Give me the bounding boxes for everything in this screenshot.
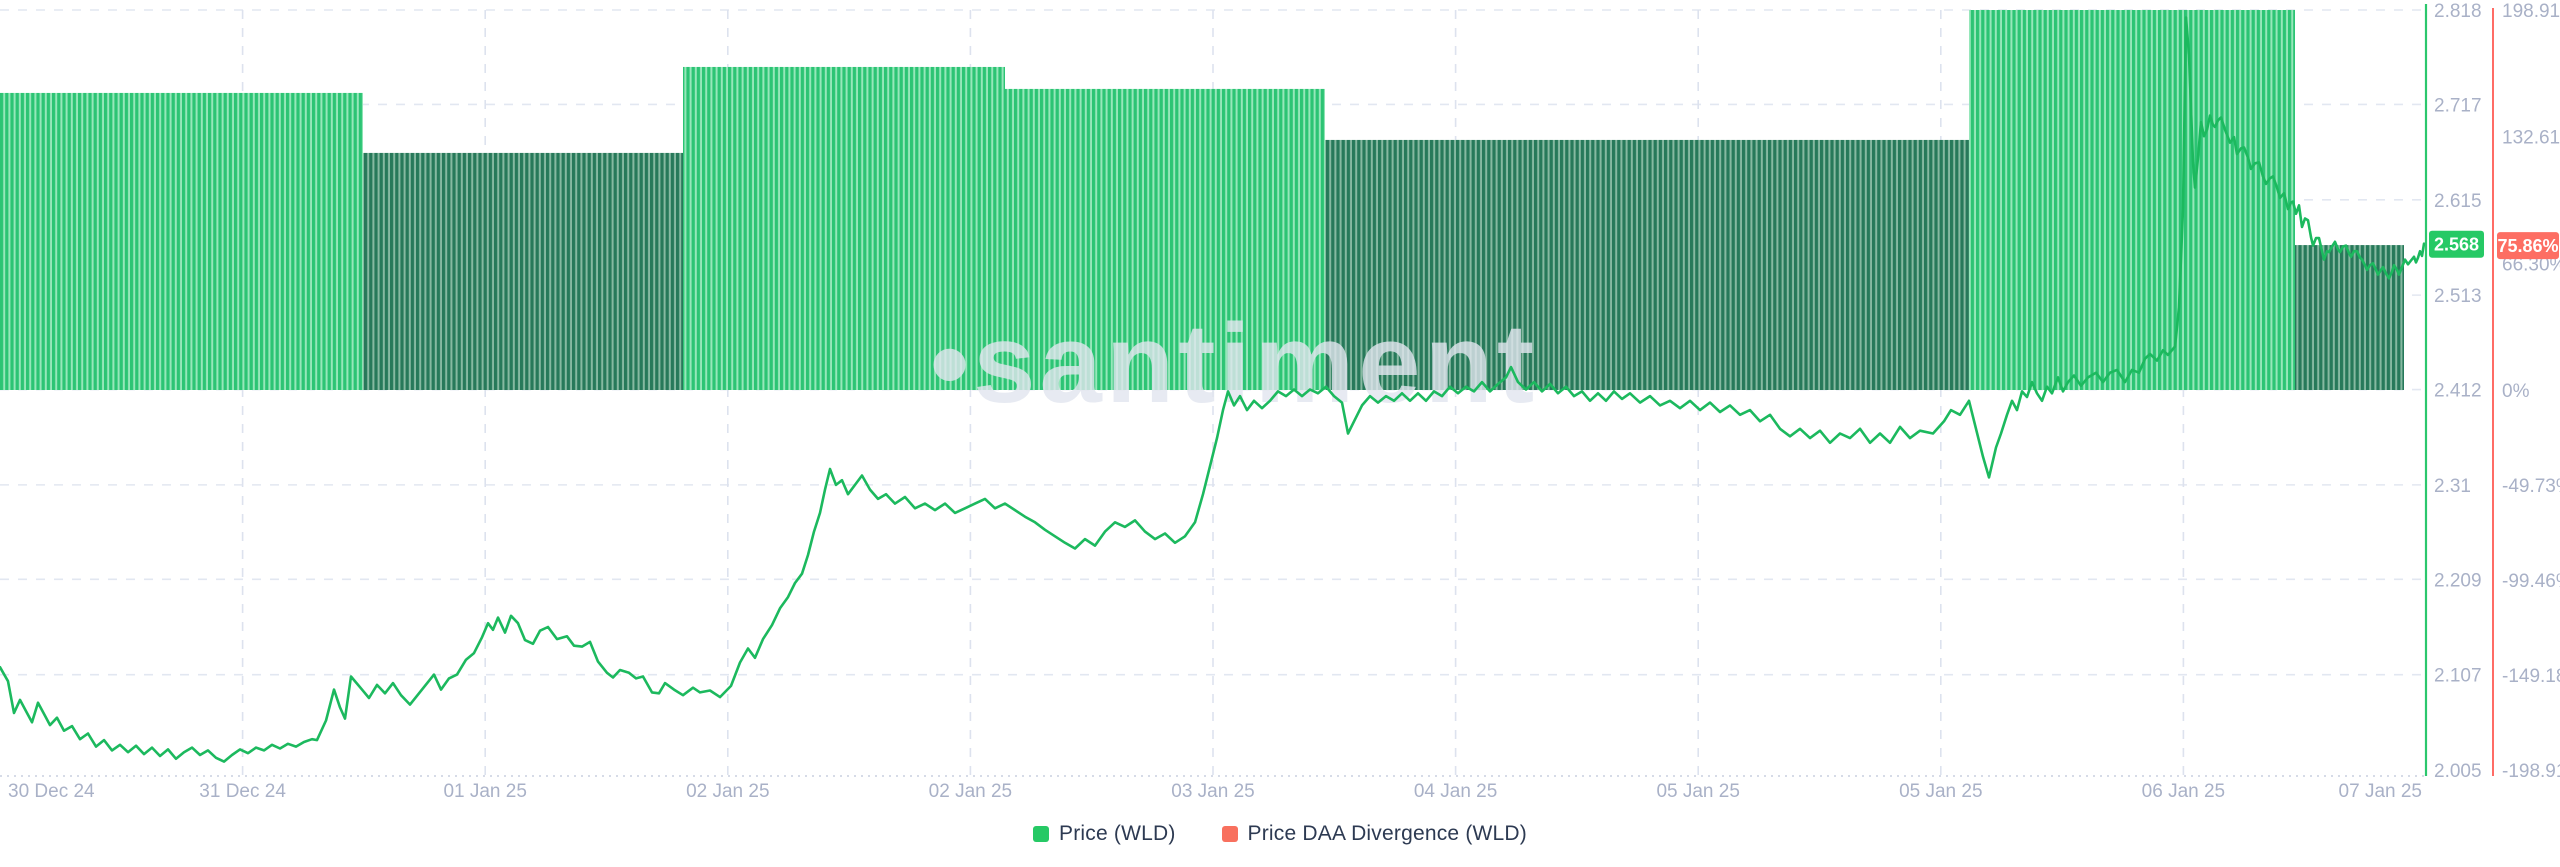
axis-tick-label: -49.73% [2502, 476, 2560, 497]
divergence-bar [0, 92, 363, 391]
axis-tick-label: 2.412 [2434, 381, 2482, 402]
axis-tick-label: 2.568 [2434, 235, 2479, 255]
legend-item-price[interactable]: Price (WLD) [1033, 822, 1176, 846]
price-axis-labels: 2.818 2.717 2.615 2.513 2.412 2.31 2.209 2.107 2… [2434, 1, 2482, 782]
axis-tick-label: 03 Jan 25 [1171, 781, 1254, 802]
axis-tick-label: 75.86% [2497, 236, 2558, 256]
axis-tick-label: 01 Jan 25 [443, 781, 526, 802]
divergence-bars [0, 10, 2404, 391]
axis-tick-label: 31 Dec 24 [199, 781, 286, 802]
axis-tick-label: 30 Dec 24 [8, 781, 95, 802]
pct-current-badge: 75.86% [2497, 232, 2559, 260]
axis-tick-label: 2.209 [2434, 570, 2482, 591]
axis-tick-label: 198.91% [2502, 1, 2560, 22]
axis-tick-label: 2.615 [2434, 191, 2482, 212]
axis-tick-label: 2.107 [2434, 666, 2482, 687]
divergence-series-swatch [1221, 826, 1238, 842]
price-line [0, 16, 2426, 763]
axis-tick-label: 06 Jan 25 [2142, 781, 2225, 802]
axis-tick-label: 07 Jan 25 [2339, 781, 2422, 802]
divergence-bar [1969, 10, 2295, 390]
price-current-badge: 2.568 [2429, 230, 2484, 258]
axis-tick-label: 2.31 [2434, 476, 2471, 497]
axis-tick-label: 2.005 [2434, 761, 2482, 782]
divergence-bar [2295, 245, 2404, 390]
x-axis-labels: 30 Dec 24 31 Dec 24 01 Jan 25 02 Jan 25 02 J… [8, 781, 2422, 802]
axis-tick-label: 2.717 [2434, 95, 2482, 116]
axis-tick-label: 04 Jan 25 [1414, 781, 1497, 802]
axis-tick-label: 0% [2502, 381, 2530, 402]
axis-tick-label: 02 Jan 25 [686, 781, 769, 802]
divergence-bar [1005, 88, 1325, 391]
axis-tick-label: 66.30% [2502, 254, 2560, 275]
axis-tick-label: -99.46% [2502, 571, 2560, 592]
divergence-bar [683, 66, 1005, 390]
axis-tick-label: 2.818 [2434, 1, 2482, 22]
axis-tick-label: 132.61% [2502, 128, 2560, 149]
chart-legend: Price (WLD) Price DAA Divergence (WLD) [0, 822, 2560, 846]
divergence-bar [1325, 139, 1969, 390]
axis-tick-label: -198.91% [2502, 761, 2560, 782]
axis-tick-label: 05 Jan 25 [1899, 781, 1982, 802]
axis-tick-label: 05 Jan 25 [1656, 781, 1739, 802]
santiment-watermark: •santiment [930, 301, 1538, 426]
divergence-bar [363, 152, 683, 390]
axis-tick-label: 02 Jan 25 [929, 781, 1012, 802]
axis-tick-label: -149.18% [2502, 666, 2560, 687]
pct-axis-labels: 198.91% 132.61% 66.30% 0% -49.73% -99.46% -149… [2502, 1, 2560, 782]
legend-label-daa-divergence: Price DAA Divergence (WLD) [1247, 822, 1527, 845]
legend-label-price: Price (WLD) [1059, 822, 1176, 845]
legend-item-daa-divergence[interactable]: Price DAA Divergence (WLD) [1221, 822, 1527, 846]
price-series-swatch [1033, 826, 1049, 842]
axis-tick-label: 2.513 [2434, 286, 2482, 307]
